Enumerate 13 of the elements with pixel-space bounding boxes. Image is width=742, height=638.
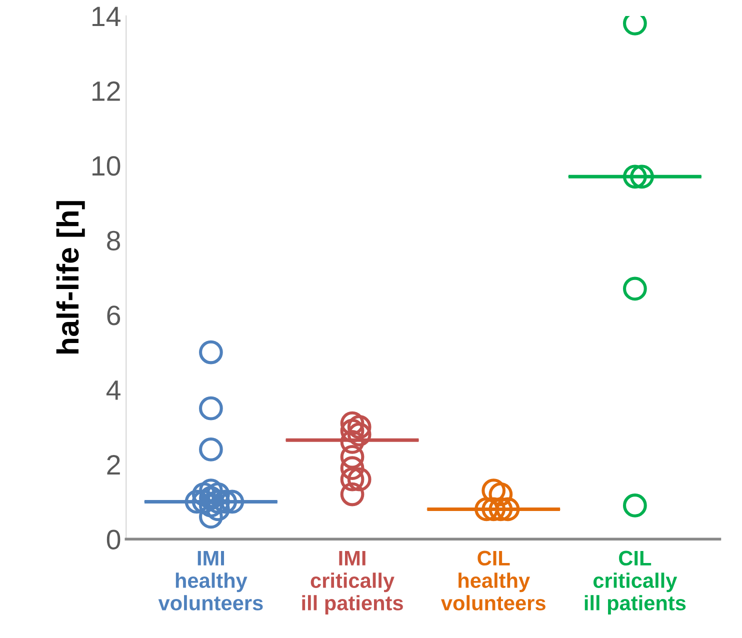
y-tick-label: 4 bbox=[106, 380, 120, 400]
y-axis-title: half-life [h] bbox=[56, 201, 85, 354]
x-tick-label: IMI healthy volunteers bbox=[158, 550, 263, 610]
y-tick-label: 12 bbox=[92, 81, 120, 101]
x-tick-label: CIL critically ill patients bbox=[584, 550, 686, 615]
y-tick-label: 8 bbox=[107, 230, 120, 250]
x-tick-label: CIL healthy volunteers bbox=[441, 550, 546, 610]
x-tick-label: IMI critically ill patients bbox=[302, 550, 403, 615]
y-tick-label: 6 bbox=[107, 306, 120, 326]
y-tick-label: 2 bbox=[107, 455, 120, 474]
y-tick-label: 10 bbox=[92, 156, 120, 176]
y-tick-label: 14 bbox=[92, 6, 120, 26]
y-tick-label: 0 bbox=[106, 530, 120, 550]
